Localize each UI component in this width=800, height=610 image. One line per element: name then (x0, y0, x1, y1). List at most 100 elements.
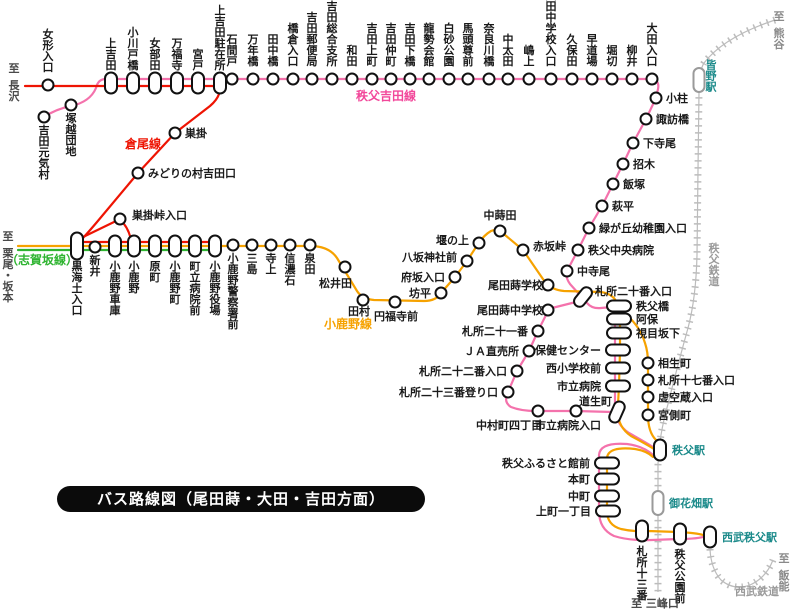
text-label: 至飯能 (778, 552, 790, 593)
stop-label-巣掛峠入口: 巣掛峠入口 (131, 208, 187, 222)
stop-早道場 (585, 72, 599, 86)
stop-label-札所二十三番登り口: 札所二十三番登り口 (398, 385, 498, 399)
stop-label-女部田: 女部田 (150, 36, 161, 72)
stop-label-吉田仲町: 吉田仲町 (386, 21, 397, 68)
stop-招木 (616, 157, 630, 171)
stop-label-田村: 田村 (348, 304, 370, 318)
stop-label-中村町四丁目: 中村町四丁目 (476, 418, 542, 432)
stop-label-尾田蒔学校: 尾田蒔学校 (487, 278, 544, 292)
stop-label-宮側町: 宮側町 (658, 408, 691, 422)
stop-女形入口 (41, 78, 55, 92)
stop-小柱 (649, 91, 663, 105)
stop-label-虚空蔵入口: 虚空蔵入口 (658, 390, 713, 404)
stop-label-秩父中央病院: 秩父中央病院 (588, 243, 654, 257)
stop-label-早道場: 早道場 (587, 33, 598, 68)
stop-みどりの村吉田口 (131, 166, 145, 180)
stop-信濃石 (283, 238, 297, 252)
stop-label-宮戸: 宮戸 (193, 47, 204, 72)
stop-三島 (245, 238, 259, 252)
stop-label-円福寺前: 円福寺前 (374, 309, 418, 323)
stop-新井 (88, 240, 102, 254)
route-ogano (619, 309, 658, 442)
text-label: 小鹿野線 (324, 316, 372, 331)
stop-label-吉田上町: 吉田上町 (367, 21, 378, 68)
text-label: （志賀坂線） (6, 252, 78, 267)
stop-label-嶋上: 嶋上 (524, 43, 535, 68)
stop-小鹿野町 (168, 234, 182, 258)
stop-秩父駅 (653, 438, 667, 462)
text-label: 至栗尾・坂本 (2, 230, 15, 304)
stop-本町 (594, 472, 620, 486)
stop-諏訪橋 (639, 112, 653, 126)
stop-label-奈良川橋: 奈良川橋 (483, 21, 496, 68)
stop-label-小川戸橋: 小川戸橋 (127, 25, 140, 72)
stop-label-大田中学校入口: 大田中学校入口 (546, 0, 558, 68)
stop-宮戸 (191, 71, 205, 95)
stop-萩平 (595, 199, 609, 213)
stop-中蒔田 (493, 224, 507, 238)
stop-label-巣掛: 巣掛 (184, 126, 208, 140)
stop-市立病院 (605, 379, 631, 393)
stop-label-上吉田駐在所: 上吉田駐在所 (215, 3, 226, 72)
stop-label-札所十三番: 札所十三番 (636, 544, 649, 602)
stop-馬頭尊前 (461, 72, 475, 86)
stop-label-飯塚: 飯塚 (622, 177, 645, 191)
stop-万年橋 (246, 72, 260, 86)
stop-泉田 (303, 238, 317, 252)
stop-label-小鹿野車庫: 小鹿野車庫 (109, 259, 121, 317)
stop-label-西武秩父駅: 西武秩父駅 (722, 530, 777, 544)
stop-吉田仲町 (384, 72, 398, 86)
stop-ＪＡ直売所 (522, 344, 536, 358)
stop-白砂公園 (442, 72, 456, 86)
stop-label-尾田蒔中学校: 尾田蒔中学校 (476, 303, 544, 317)
stop-和田 (345, 72, 359, 86)
stop-下寺尾 (626, 136, 640, 150)
stop-巣掛峠入口 (113, 212, 127, 226)
stop-石間戸 (225, 72, 239, 86)
stop-道生町 (608, 400, 626, 424)
stop-label-黒海土入口: 黒海土入口 (72, 260, 83, 317)
stop-御花畑駅 (651, 490, 665, 516)
stop-視目坂下 (606, 326, 632, 340)
stop-中寺尾 (560, 264, 574, 278)
stop-阿保 (606, 312, 632, 326)
stop-label-小鹿野: 小鹿野 (128, 259, 140, 295)
stop-label-塚越団地: 塚越団地 (65, 111, 78, 158)
text-label: 至 三峰口 (631, 596, 679, 610)
stop-八坂神社前 (460, 254, 474, 268)
stop-奈良川橋 (482, 72, 496, 86)
railway-ticks (654, 16, 777, 592)
stop-label-西小学校前: 西小学校前 (546, 361, 601, 375)
stop-堰の上 (472, 236, 486, 250)
stop-小川戸橋 (126, 71, 140, 95)
stop-label-上吉田: 上吉田 (106, 36, 117, 72)
railway-ticks (706, 548, 777, 591)
stop-上吉田駐在所 (213, 71, 227, 95)
stop-吉田総合支所 (325, 72, 339, 86)
stop-吉田元気村 (37, 110, 51, 124)
stop-相生町 (641, 356, 655, 370)
stop-label-龍勢会館: 龍勢会館 (423, 21, 436, 68)
stop-label-札所二十番入口: 札所二十番入口 (594, 284, 672, 298)
stop-秩父中央病院 (571, 243, 585, 257)
text-label: 倉尾線 (124, 136, 161, 151)
stop-label-田中橋: 田中橋 (268, 33, 280, 68)
stop-label-町立病院前: 町立病院前 (190, 260, 201, 317)
stop-label-視目坂下: 視目坂下 (635, 326, 680, 340)
stop-label-堰の上: 堰の上 (436, 233, 469, 247)
stop-皆野駅 (692, 67, 706, 93)
stop-label-上町一丁目: 上町一丁目 (536, 504, 591, 518)
text-label: 至熊谷 (774, 10, 786, 51)
stop-label-堀切: 堀切 (607, 43, 618, 68)
stop-吉田下橋 (403, 72, 417, 86)
stop-原町 (148, 234, 162, 258)
stop-label-女形入口: 女形入口 (43, 27, 54, 74)
stop-label-柳井: 柳井 (627, 43, 638, 68)
stop-札所十三番 (635, 519, 649, 543)
stop-label-万福寺: 万福寺 (171, 37, 183, 72)
stop-札所十七番入口 (641, 373, 655, 387)
stop-秩父ふるさと館前 (594, 456, 620, 470)
stop-label-三島: 三島 (247, 252, 258, 276)
stop-label-松井田: 松井田 (319, 276, 352, 290)
text-label: 至長沢 (9, 62, 21, 103)
